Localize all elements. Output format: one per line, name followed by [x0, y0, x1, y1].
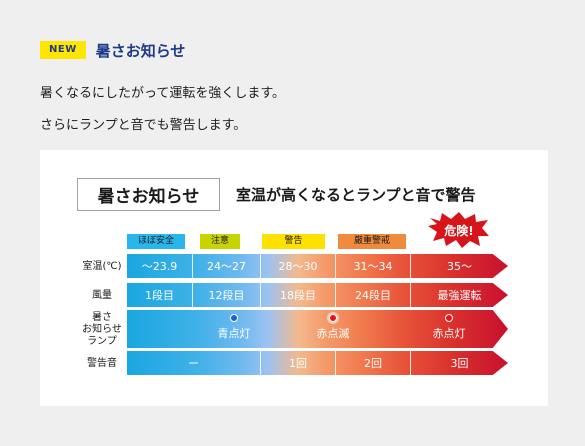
- level-badge-severe: 厳重警戒: [338, 234, 406, 249]
- description-line-1: 暑くなるにしたがって運転を強くします。: [40, 86, 286, 101]
- lamp-label-line-3: ランプ: [87, 336, 117, 347]
- feature-label-box: 暑さお知らせ: [77, 178, 220, 211]
- level-badge-caution: 注意: [200, 234, 240, 249]
- alarm-cell: 3回: [450, 357, 469, 370]
- level-badge-safe: ほぼ安全: [127, 234, 185, 249]
- lamp-label-line-2: お知らせ: [82, 324, 122, 335]
- airflow-cell: 18段目: [261, 283, 336, 307]
- row-label-airflow: 風量: [92, 290, 112, 301]
- lamp-state-label: 青点灯: [217, 327, 251, 340]
- feature-panel: 暑さお知らせ 室温が高くなるとランプと音で警告 危険! ほぼ安全 注意 警告 厳…: [40, 150, 548, 406]
- row-label-temperature: 室温(℃): [82, 261, 122, 272]
- airflow-cell: 最強運転: [437, 289, 482, 302]
- airflow-cell: 24段目: [336, 283, 411, 307]
- level-badge-warning: 警告: [262, 234, 325, 249]
- airflow-cell: 12段目: [193, 283, 261, 307]
- row-label-lamp: 暑さ お知らせ ランプ: [72, 312, 132, 348]
- alarm-cell: 1回: [261, 351, 336, 375]
- lamp-state-blue: 青点灯: [204, 314, 264, 341]
- alarm-cell: ー: [127, 351, 261, 375]
- temp-cell: ～23.9: [127, 254, 193, 278]
- lamp-state-red: 赤点灯: [419, 314, 479, 341]
- blue-lamp-icon: [230, 314, 238, 322]
- burst-icon: [428, 212, 489, 248]
- lamp-state-label: 赤点灯: [432, 327, 466, 340]
- alarm-band: ー 1回 2回 3回: [127, 351, 508, 375]
- blinking-lamp-icon: [329, 314, 337, 322]
- new-badge: NEW: [40, 41, 86, 59]
- red-lamp-icon: [445, 314, 453, 322]
- section-title: 暑さお知らせ: [95, 41, 186, 60]
- temp-cell: 31～34: [336, 254, 411, 278]
- airflow-band: 1段目 12段目 18段目 24段目 最強運転: [127, 283, 508, 307]
- row-label-alarm: 警告音: [87, 358, 117, 369]
- temp-cell: 24～27: [193, 254, 261, 278]
- lamp-label-line-1: 暑さ: [92, 312, 112, 323]
- danger-label: 危険!: [444, 223, 474, 238]
- feature-subtitle: 室温が高くなるとランプと音で警告: [236, 186, 476, 204]
- section-header: NEW 暑さお知らせ: [40, 40, 185, 60]
- alarm-cell: 2回: [336, 351, 411, 375]
- lamp-state-label: 赤点滅: [316, 327, 350, 340]
- airflow-cell: 1段目: [127, 283, 193, 307]
- temp-cell: 35～: [447, 260, 472, 273]
- lamp-band: 青点灯 赤点滅 赤点灯: [127, 310, 508, 348]
- danger-burst: 危険!: [428, 212, 490, 248]
- description-line-2: さらにランプと音でも警告します。: [40, 118, 247, 133]
- temp-cell: 28～30: [261, 254, 336, 278]
- temperature-band: ～23.9 24～27 28～30 31～34 35～: [127, 254, 508, 278]
- lamp-state-blink: 赤点滅: [303, 314, 363, 341]
